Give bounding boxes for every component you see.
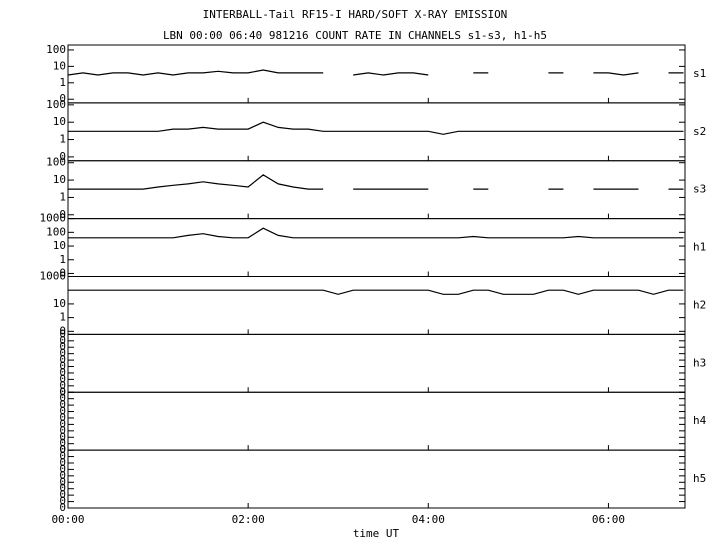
chart-subtitle: LBN 00:00 06:40 981216 COUNT RATE IN CHA… [163, 29, 547, 42]
y-tick-label: 10 [53, 173, 66, 186]
panel-frame [67, 276, 686, 335]
y-tick-label: 1000 [40, 212, 67, 225]
y-tick-label: 0 [59, 324, 66, 337]
y-tick-label: 10 [53, 239, 66, 252]
y-tick-label: 10 [53, 115, 66, 128]
x-tick-label: 02:00 [232, 513, 265, 526]
panel-label: h3 [693, 356, 706, 369]
data-line [68, 289, 684, 295]
y-tick-label: 0 [59, 392, 66, 405]
x-tick-label: 06:00 [592, 513, 625, 526]
y-tick-label: 100 [46, 225, 66, 238]
y-tick-label: 10 [53, 297, 66, 310]
y-tick-label: 1 [59, 133, 66, 146]
y-tick-label: 0 [59, 475, 66, 488]
y-tick-label: 0 [59, 443, 66, 456]
y-tick-label: 0 [59, 443, 66, 456]
y-tick-label: 0 [59, 437, 66, 450]
data-line [68, 121, 684, 135]
y-tick-label: 1 [59, 311, 66, 324]
y-tick-label: 0 [59, 385, 66, 398]
y-tick-label: 1 [59, 190, 66, 203]
panel-label: h2 [693, 298, 706, 311]
y-tick-label: 100 [46, 98, 66, 111]
y-tick-label: 0 [59, 495, 66, 508]
panel-frame [67, 333, 686, 393]
y-tick-label: 0 [59, 488, 66, 501]
y-tick-label: 0 [59, 360, 66, 373]
y-tick-label: 0 [59, 208, 66, 221]
y-tick-label: 0 [59, 379, 66, 392]
y-tick-label: 0 [59, 398, 66, 411]
panel-frame [67, 218, 686, 277]
y-tick-label: 1000 [40, 270, 67, 283]
y-tick-label: 0 [59, 353, 66, 366]
x-axis-label: time UT [353, 527, 400, 540]
panel-label: s1 [693, 67, 706, 80]
y-tick-label: 0 [59, 482, 66, 495]
panel-label: h1 [693, 241, 706, 254]
panel-label: h5 [693, 472, 706, 485]
y-tick-label: 1 [59, 76, 66, 89]
y-tick-label: 0 [59, 405, 66, 418]
y-tick-label: 0 [59, 469, 66, 482]
y-tick-label: 0 [59, 385, 66, 398]
y-tick-label: 0 [59, 456, 66, 469]
y-tick-label: 100 [46, 43, 66, 56]
y-tick-label: 0 [59, 340, 66, 353]
y-tick-label: 0 [59, 347, 66, 360]
y-tick-label: 0 [59, 372, 66, 385]
y-tick-label: 0 [59, 501, 66, 514]
panel-label: h4 [693, 414, 707, 427]
x-tick-label: 04:00 [412, 513, 445, 526]
panel-label: s2 [693, 125, 706, 138]
data-line [67, 69, 684, 76]
y-tick-label: 1 [59, 253, 66, 266]
y-tick-label: 0 [59, 266, 66, 279]
y-tick-label: 0 [59, 417, 66, 430]
data-line [68, 174, 684, 190]
y-tick-label: 0 [59, 450, 66, 463]
data-line [68, 227, 684, 239]
y-tick-label: 10 [53, 59, 66, 72]
y-tick-label: 0 [59, 430, 66, 443]
y-tick-label: 0 [59, 92, 66, 105]
y-tick-label: 0 [59, 424, 66, 437]
panel-label: s3 [693, 183, 706, 196]
panel-frame [67, 391, 686, 451]
y-tick-label: 0 [59, 366, 66, 379]
panel-frame [67, 449, 686, 509]
chart-title: INTERBALL-Tail RF15-I HARD/SOFT X-RAY EM… [203, 8, 508, 21]
y-tick-label: 0 [59, 462, 66, 475]
y-tick-label: 0 [59, 150, 66, 163]
y-tick-label: 0 [59, 334, 66, 347]
y-tick-label: 0 [59, 411, 66, 424]
y-tick-label: 100 [46, 156, 66, 169]
x-tick-label: 00:00 [51, 513, 84, 526]
y-tick-label: 0 [59, 327, 66, 340]
